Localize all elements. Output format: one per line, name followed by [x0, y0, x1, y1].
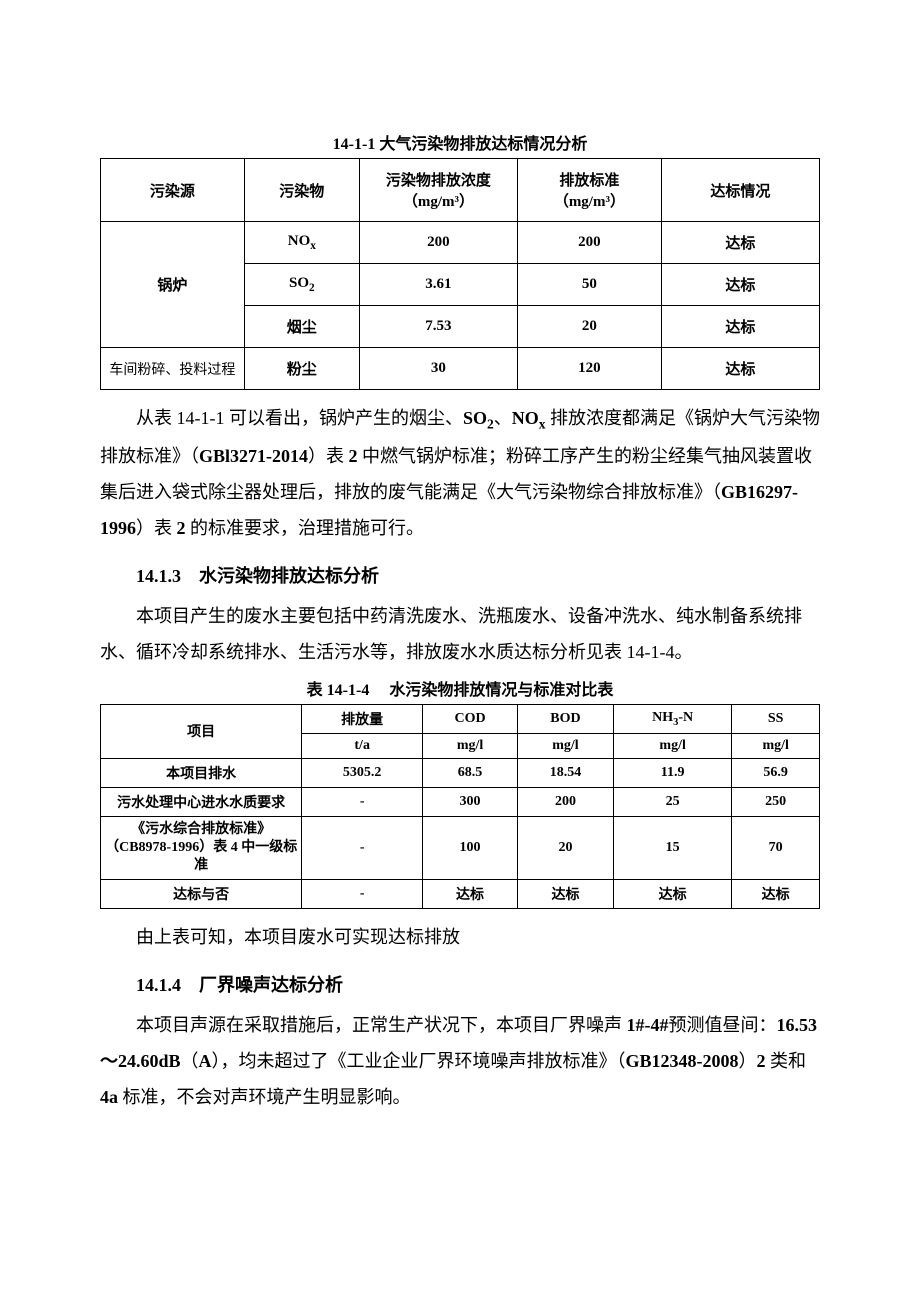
- water-pollutants-table: 项目 排放量 COD BOD NH3-N SS t/a mg/l mg/l mg…: [100, 704, 820, 910]
- t1-r1-stat: 达标: [661, 264, 819, 306]
- section-heading-water: 14.1.3 水污染物排放达标分析: [100, 562, 820, 588]
- t2-r2-c4: 15: [613, 816, 731, 880]
- t2-h3: BOD: [518, 704, 614, 733]
- t1-r0-src: 锅炉: [101, 222, 245, 348]
- t2-r3-c1: -: [302, 880, 423, 909]
- t1-r2-std: 20: [518, 306, 662, 348]
- t1-r1-poll: SO2: [244, 264, 359, 306]
- air-pollutants-table: 污染源 污染物 污染物排放浓度 （mg/m³） 排放标准 （mg/m³） 达标情…: [100, 158, 820, 390]
- t1-h-std: 排放标准 （mg/m³）: [518, 159, 662, 222]
- t2-r0-c2: 68.5: [423, 758, 518, 787]
- t2-r1-c1: -: [302, 787, 423, 816]
- t2-u2: mg/l: [423, 733, 518, 758]
- t1-h-std-l1: 排放标准: [522, 169, 657, 190]
- t2-h4: NH3-N: [613, 704, 731, 733]
- t2-r1-c3: 200: [518, 787, 614, 816]
- t2-r0-c0: 本项目排水: [101, 758, 302, 787]
- t2-r3-c4: 达标: [613, 880, 731, 909]
- t1-r0-conc: 200: [359, 222, 517, 264]
- t2-r2-c5: 70: [732, 816, 820, 880]
- t1-h-conc: 污染物排放浓度 （mg/m³）: [359, 159, 517, 222]
- t2-h5: SS: [732, 704, 820, 733]
- t2-r2-c0: 《污水综合排放标准》（CB8978-1996）表 4 中一级标准: [101, 816, 302, 880]
- table-row: 锅炉 NOx 200 200 达标: [101, 222, 820, 264]
- t2-r0-c1: 5305.2: [302, 758, 423, 787]
- paragraph-1: 从表 14-1-1 可以看出，锅炉产生的烟尘、SO2、NOx 排放浓度都满足《锅…: [100, 400, 820, 546]
- t1-r2-conc: 7.53: [359, 306, 517, 348]
- table-row: 达标与否 - 达标 达标 达标 达标: [101, 880, 820, 909]
- t1-h-conc-l1: 污染物排放浓度: [364, 169, 513, 190]
- t2-u3: mg/l: [518, 733, 614, 758]
- t2-r2-c3: 20: [518, 816, 614, 880]
- t2-r3-c5: 达标: [732, 880, 820, 909]
- t1-h-source: 污染源: [101, 159, 245, 222]
- table-row: 污水处理中心进水水质要求 - 300 200 25 250: [101, 787, 820, 816]
- t1-r0-std: 200: [518, 222, 662, 264]
- t2-r1-c4: 25: [613, 787, 731, 816]
- t2-r2-c1: -: [302, 816, 423, 880]
- t2-r0-c3: 18.54: [518, 758, 614, 787]
- t1-r1-conc: 3.61: [359, 264, 517, 306]
- t2-r2-c2: 100: [423, 816, 518, 880]
- t1-r0-stat: 达标: [661, 222, 819, 264]
- t1-r3-std: 120: [518, 348, 662, 390]
- t2-r1-c5: 250: [732, 787, 820, 816]
- paragraph-2: 本项目产生的废水主要包括中药清洗废水、洗瓶废水、设备冲洗水、纯水制备系统排水、循…: [100, 598, 820, 670]
- t2-h2: COD: [423, 704, 518, 733]
- t2-r0-c4: 11.9: [613, 758, 731, 787]
- t1-h-std-l2: （mg/m³）: [522, 190, 657, 211]
- t2-u5: mg/l: [732, 733, 820, 758]
- t1-h-conc-l2: （mg/m³）: [364, 190, 513, 211]
- t1-r3-poll: 粉尘: [244, 348, 359, 390]
- t1-r2-poll: 烟尘: [244, 306, 359, 348]
- t2-h-item: 项目: [101, 704, 302, 758]
- t2-r1-c2: 300: [423, 787, 518, 816]
- t1-r2-stat: 达标: [661, 306, 819, 348]
- t2-u1: t/a: [302, 733, 423, 758]
- t2-r3-c2: 达标: [423, 880, 518, 909]
- t1-h-status: 达标情况: [661, 159, 819, 222]
- t1-h-pollutant: 污染物: [244, 159, 359, 222]
- t2-r0-c5: 56.9: [732, 758, 820, 787]
- t2-r1-c0: 污水处理中心进水水质要求: [101, 787, 302, 816]
- t1-r3-stat: 达标: [661, 348, 819, 390]
- t1-r3-conc: 30: [359, 348, 517, 390]
- t2-r3-c3: 达标: [518, 880, 614, 909]
- table2-caption: 表 14-1-4 水污染物排放情况与标准对比表: [100, 676, 820, 700]
- paragraph-3: 由上表可知，本项目废水可实现达标排放: [100, 919, 820, 955]
- t2-r3-c0: 达标与否: [101, 880, 302, 909]
- paragraph-4: 本项目声源在采取措施后，正常生产状况下，本项目厂界噪声 1#-4#预测值昼间：1…: [100, 1007, 820, 1115]
- t1-r3-src: 车间粉碎、投料过程: [101, 348, 245, 390]
- table-row: 本项目排水 5305.2 68.5 18.54 11.9 56.9: [101, 758, 820, 787]
- t2-h1: 排放量: [302, 704, 423, 733]
- t1-r1-std: 50: [518, 264, 662, 306]
- section-heading-noise: 14.1.4 厂界噪声达标分析: [100, 971, 820, 997]
- table1-caption: 14-1-1 大气污染物排放达标情况分析: [100, 130, 820, 154]
- table-row: 车间粉碎、投料过程 粉尘 30 120 达标: [101, 348, 820, 390]
- t2-u4: mg/l: [613, 733, 731, 758]
- t1-r0-poll: NOx: [244, 222, 359, 264]
- table-row: 《污水综合排放标准》（CB8978-1996）表 4 中一级标准 - 100 2…: [101, 816, 820, 880]
